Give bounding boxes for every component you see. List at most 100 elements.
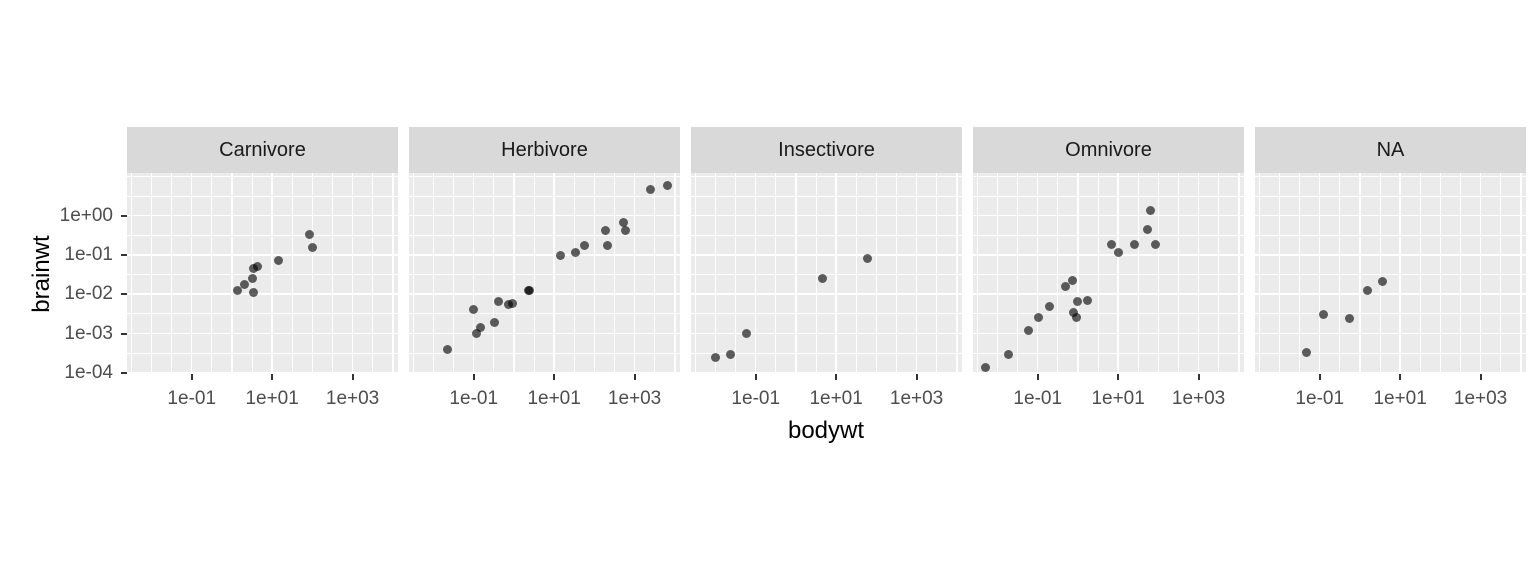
y-minor-gridline	[1255, 352, 1526, 354]
y-major-gridline	[127, 175, 398, 178]
y-major-gridline	[409, 214, 680, 217]
y-minor-gridline	[691, 352, 962, 354]
data-point	[621, 225, 631, 235]
y-major-gridline	[973, 214, 1244, 217]
x-minor-gridline	[1017, 173, 1019, 374]
y-minor-gridline	[973, 313, 1244, 315]
x-tick-mark	[1117, 374, 1120, 380]
data-point	[570, 248, 580, 258]
data-point	[476, 323, 486, 333]
data-point	[602, 241, 612, 251]
x-minor-gridline	[211, 173, 213, 374]
x-major-gridline	[472, 173, 475, 374]
x-major-gridline	[311, 173, 314, 374]
x-tick-mark	[1036, 374, 1039, 380]
x-major-gridline	[835, 173, 837, 374]
data-point	[1302, 347, 1312, 357]
y-tick-label: 1e-02	[64, 283, 113, 305]
x-major-gridline	[1036, 173, 1039, 374]
y-major-gridline	[409, 293, 680, 295]
x-tick-mark	[472, 374, 475, 380]
y-major-gridline	[973, 254, 1244, 256]
x-minor-gridline	[1339, 173, 1341, 374]
x-minor-gridline	[131, 173, 132, 374]
data-point	[1129, 240, 1139, 250]
data-point	[507, 299, 517, 309]
y-minor-gridline	[1255, 274, 1526, 275]
data-point	[1024, 325, 1034, 335]
y-major-gridline	[127, 372, 398, 374]
y-major-gridline	[127, 214, 398, 217]
x-major-gridline	[1077, 173, 1079, 374]
x-tick-label: 1e+03	[607, 388, 662, 409]
y-minor-gridline	[691, 234, 962, 236]
y-minor-gridline	[409, 352, 680, 354]
x-major-gridline	[633, 173, 636, 374]
y-major-gridline	[691, 332, 962, 335]
x-major-gridline	[1117, 173, 1119, 374]
data-point	[817, 274, 827, 284]
y-major-gridline	[691, 214, 962, 217]
x-minor-gridline	[171, 173, 173, 374]
y-tick-mark	[121, 371, 127, 374]
x-tick-label: 1e+03	[1453, 388, 1508, 409]
x-major-gridline	[150, 173, 153, 374]
x-major-gridline	[754, 173, 757, 374]
facet-panel	[973, 173, 1244, 374]
x-tick-label: 1e-01	[1295, 388, 1345, 409]
data-point	[663, 181, 673, 191]
y-tick-label: 1e-03	[64, 322, 113, 344]
x-tick-label: 1e-01	[731, 388, 781, 409]
x-major-gridline	[674, 173, 676, 374]
y-tick-mark	[121, 253, 127, 256]
x-major-gridline	[1359, 173, 1361, 374]
data-point	[579, 240, 589, 250]
data-point	[1071, 312, 1081, 322]
facet-strip-label: Omnivore	[1065, 139, 1152, 161]
y-major-gridline	[127, 254, 398, 256]
x-tick-label: 1e+01	[809, 388, 863, 409]
data-point	[305, 230, 315, 240]
x-minor-gridline	[775, 173, 777, 374]
x-major-gridline	[593, 173, 596, 374]
y-minor-gridline	[409, 274, 680, 275]
x-major-gridline	[1157, 173, 1160, 374]
x-minor-gridline	[493, 173, 495, 374]
y-major-gridline	[409, 254, 680, 256]
x-tick-mark	[190, 374, 193, 380]
x-minor-gridline	[291, 173, 293, 374]
data-point	[233, 285, 243, 295]
x-tick-label: 1e-01	[167, 388, 217, 409]
y-major-gridline	[127, 332, 398, 335]
x-tick-mark	[1197, 374, 1200, 380]
data-point	[1004, 350, 1014, 360]
x-tick-mark	[1479, 374, 1482, 380]
y-tick-label: 1e-04	[64, 361, 113, 383]
data-point	[1068, 307, 1078, 317]
x-major-gridline	[795, 173, 797, 374]
x-minor-gridline	[1460, 173, 1461, 374]
x-minor-gridline	[896, 173, 897, 374]
x-tick-mark	[835, 374, 838, 380]
y-major-gridline	[973, 372, 1244, 374]
x-major-gridline	[513, 173, 515, 374]
y-minor-gridline	[1255, 313, 1526, 315]
facet-strip: Carnivore	[127, 127, 398, 173]
x-minor-gridline	[654, 173, 656, 374]
facet-panel	[409, 173, 680, 374]
data-point	[239, 280, 249, 290]
facet-strip: NA	[1255, 127, 1526, 173]
y-tick-label: 1e-01	[64, 243, 113, 265]
x-major-gridline	[1197, 173, 1200, 374]
x-minor-gridline	[977, 173, 978, 374]
y-axis-title: brainwt	[28, 235, 55, 313]
data-point	[1151, 240, 1161, 250]
data-point	[980, 362, 990, 372]
x-major-gridline	[553, 173, 555, 374]
data-point	[1060, 282, 1070, 292]
x-major-gridline	[1439, 173, 1442, 374]
x-minor-gridline	[251, 173, 253, 374]
y-tick-mark	[121, 214, 127, 217]
y-tick-mark	[121, 332, 127, 335]
x-tick-mark	[754, 374, 757, 380]
